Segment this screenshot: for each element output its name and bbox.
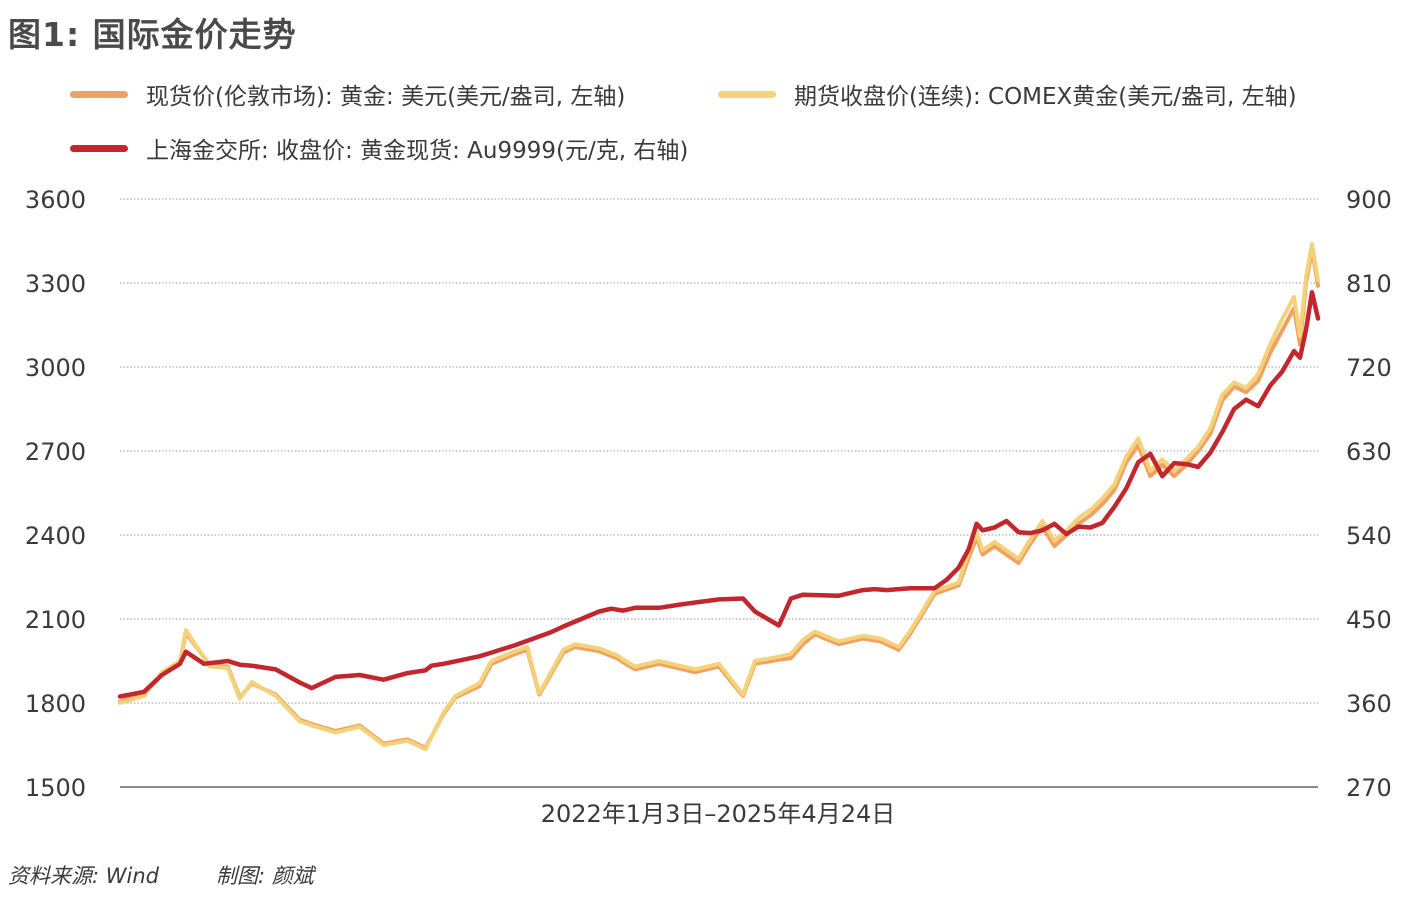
y-right-tick-label: 360 bbox=[1346, 690, 1392, 718]
series-sge-line bbox=[117, 290, 1321, 699]
y-right-tick-label: 900 bbox=[1346, 186, 1392, 214]
y-left-tick-label: 2100 bbox=[25, 606, 86, 634]
legend-swatch-sge bbox=[70, 144, 128, 152]
y-right-tick-label: 720 bbox=[1346, 354, 1392, 382]
y-left-tick-label: 3300 bbox=[25, 270, 86, 298]
y-left-tick-label: 3000 bbox=[25, 354, 86, 382]
y-left-tick-label: 2400 bbox=[25, 522, 86, 550]
legend-label-comex: 期货收盘价(连续): COMEX黄金(美元/盎司, 左轴) bbox=[794, 84, 1297, 110]
y-right-tick-label: 270 bbox=[1346, 774, 1392, 802]
legend-swatch-london-spot bbox=[70, 90, 128, 98]
y-left-tick-label: 3600 bbox=[25, 186, 86, 214]
legend-item-sge: 上海金交所: 收盘价: 黄金现货: Au9999(元/克, 右轴) bbox=[70, 131, 688, 165]
legend-label-london-spot: 现货价(伦敦市场): 黄金: 美元(美元/盎司, 左轴) bbox=[146, 84, 626, 110]
x-axis-label: 2022年1月3日–2025年4月24日 bbox=[541, 800, 896, 828]
legend-label-sge: 上海金交所: 收盘价: 黄金现货: Au9999(元/克, 右轴) bbox=[146, 138, 689, 164]
y-left-tick-label: 1500 bbox=[25, 774, 86, 802]
series-london-spot-line bbox=[118, 247, 1320, 750]
legend-item-comex: 期货收盘价(连续): COMEX黄金(美元/盎司, 左轴) bbox=[718, 77, 1297, 111]
grid bbox=[120, 198, 1318, 788]
y-right-tick-label: 810 bbox=[1346, 270, 1392, 298]
y-left-tick-label: 1800 bbox=[25, 690, 86, 718]
y-axis-right: 270 360 450 540 630 720 810 900 bbox=[1346, 186, 1392, 802]
source-note: 资料来源: Wind bbox=[8, 864, 159, 888]
series-comex-line bbox=[118, 241, 1320, 752]
legend-swatch-comex bbox=[718, 90, 776, 98]
chart-title: 图1: 国际金价走势 bbox=[8, 15, 297, 54]
y-right-tick-label: 450 bbox=[1346, 606, 1392, 634]
legend-item-london-spot: 现货价(伦敦市场): 黄金: 美元(美元/盎司, 左轴) bbox=[70, 77, 625, 111]
y-right-tick-label: 540 bbox=[1346, 522, 1392, 550]
y-right-tick-label: 630 bbox=[1346, 438, 1392, 466]
y-left-tick-label: 2700 bbox=[25, 438, 86, 466]
series-group bbox=[117, 241, 1321, 752]
author-note: 制图: 颜斌 bbox=[216, 864, 314, 888]
y-axis-left: 1500 1800 2100 2400 2700 3000 3300 3600 bbox=[25, 186, 86, 802]
